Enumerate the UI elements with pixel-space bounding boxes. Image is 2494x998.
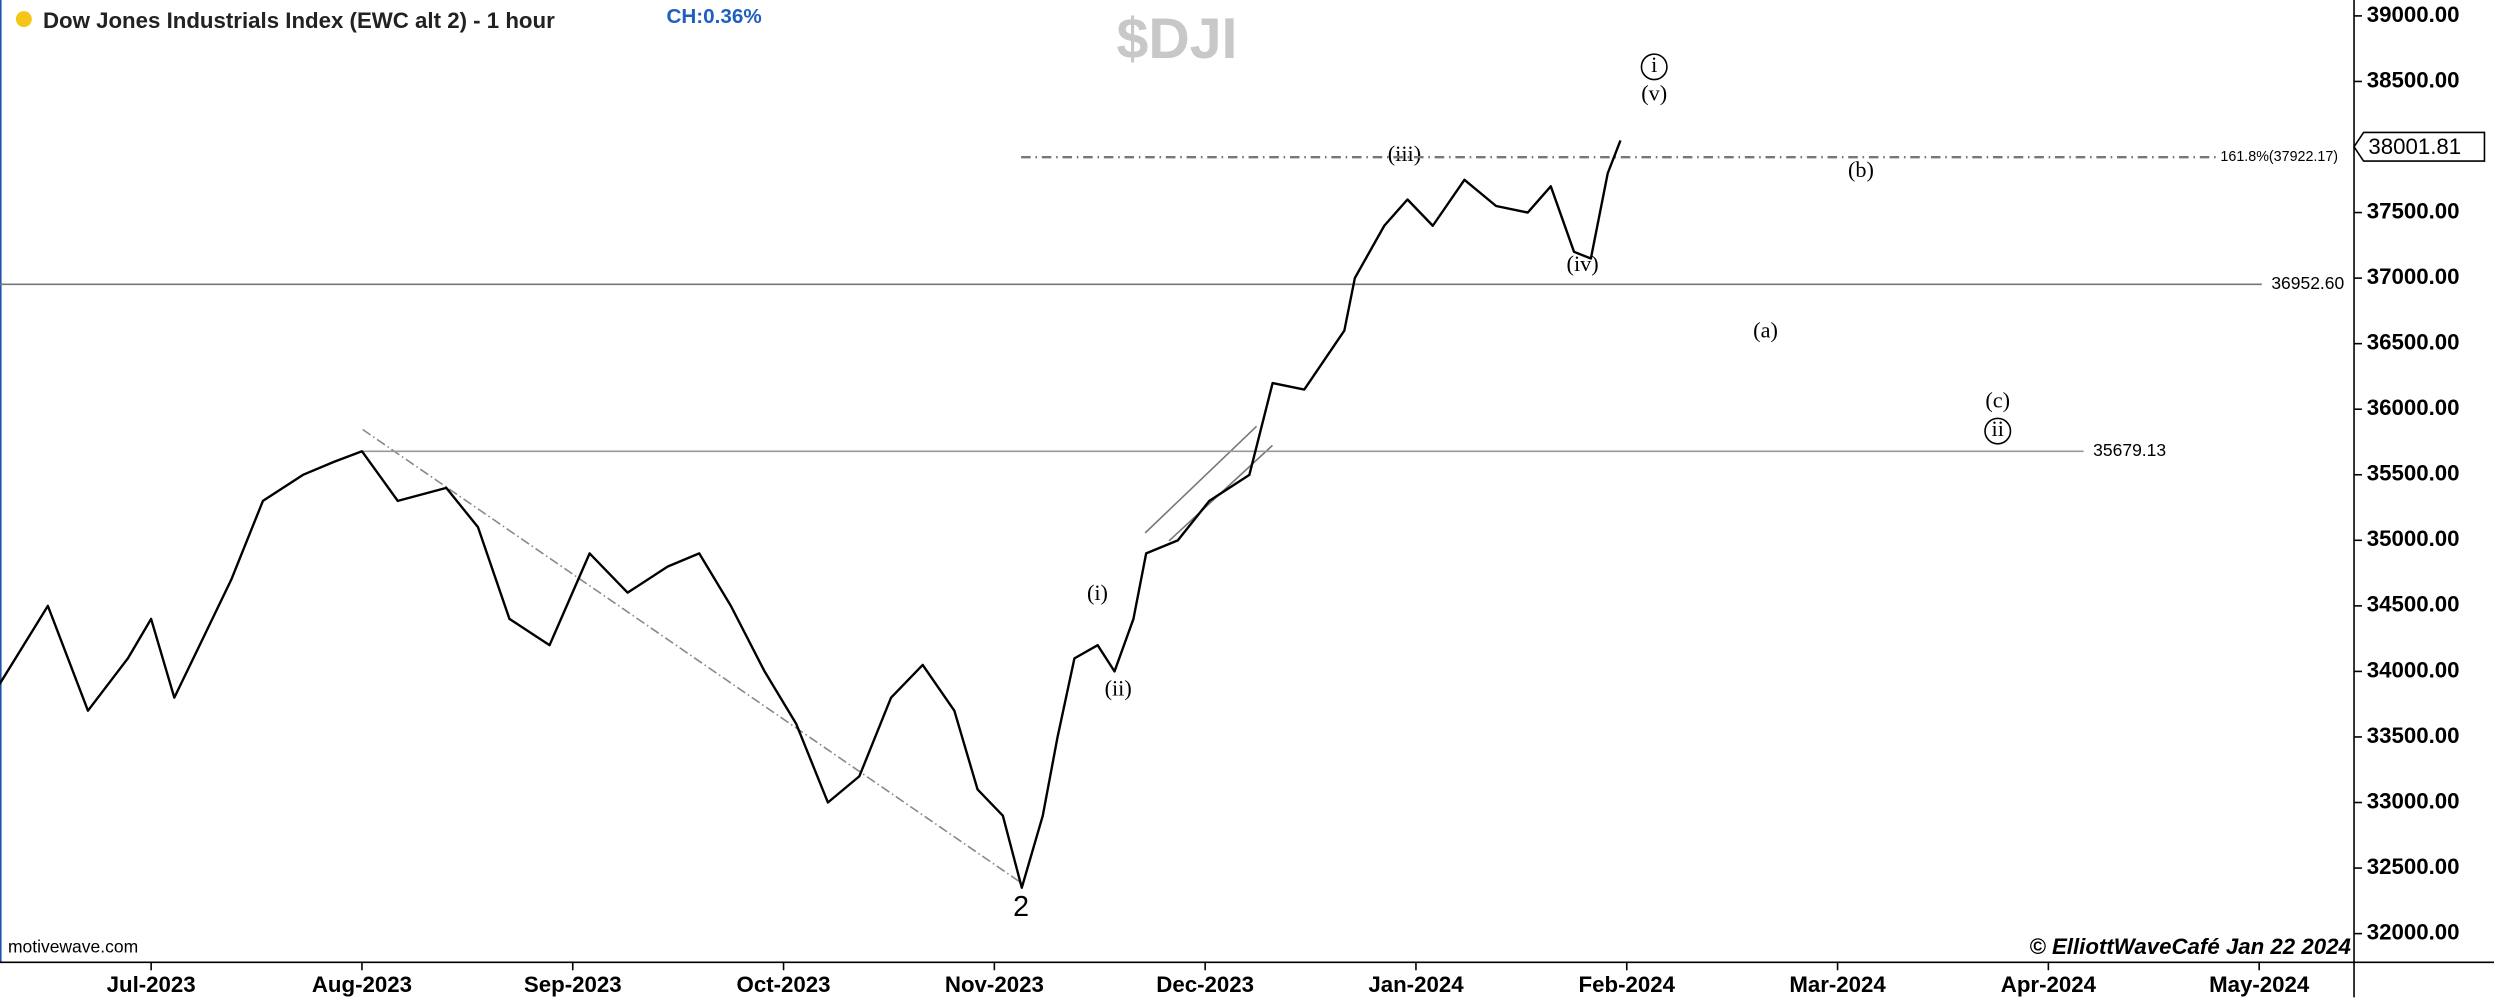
change: CH:0.36% [666,5,761,28]
x-tick-label: Jul-2023 [107,972,196,997]
wave-label: (i) [1087,580,1108,605]
wave-label: ii [1992,416,2004,441]
x-tick-label: Dec-2023 [1156,972,1254,997]
y-tick-label: 39000.00 [2367,2,2460,27]
price-tag-label: 38001.81 [2368,134,2461,159]
channel-line [1144,425,1258,534]
x-tick-label: Oct-2023 [737,972,831,997]
x-tick-label: May-2024 [2209,972,2310,997]
y-tick-label: 37000.00 [2367,264,2460,289]
reference-label: 36952.60 [2271,273,2344,293]
x-tick-label: Jan-2024 [1368,972,1464,997]
price-tag [2353,131,2486,162]
y-tick-label: 32000.00 [2367,919,2460,944]
y-tick-label: 35500.00 [2367,461,2460,486]
wave-label: (v) [1641,81,1667,106]
source: motivewave.com [8,937,138,957]
trend-line [362,428,1022,884]
price-line [0,140,1622,889]
wave-circle [1984,417,2012,445]
wave-circle [1640,53,1668,81]
wave-label: (b) [1848,157,1874,182]
chart-title: Dow Jones Industrials Index (EWC alt 2) … [43,8,555,33]
x-tick-label: Aug-2023 [312,972,412,997]
x-tick-label: Nov-2023 [945,972,1044,997]
y-tick-label: 33000.00 [2367,788,2460,813]
wave-label: i [1651,52,1657,77]
y-tick-label: 32500.00 [2367,854,2460,879]
y-tick-label: 36500.00 [2367,330,2460,355]
wave-label: (a) [1753,318,1778,343]
reference-label: 35679.13 [2093,440,2166,460]
reference-label: 161.8%(37922.17) [2220,149,2338,165]
credit: © ElliottWaveCafé Jan 22 2024 [2029,934,2350,959]
x-tick-label: Feb-2024 [1579,972,1676,997]
y-tick-label: 36000.00 [2367,395,2460,420]
y-tick-label: 35000.00 [2367,526,2460,551]
wave-label: (iii) [1388,141,1421,166]
x-tick-label: Sep-2023 [524,972,622,997]
y-tick-label: 33500.00 [2367,723,2460,748]
status-dot [15,11,32,28]
x-tick-label: Apr-2024 [2001,972,2097,997]
watermark: $DJI [1117,7,1238,71]
x-tick-label: Mar-2024 [1789,972,1886,997]
y-tick-label: 34500.00 [2367,592,2460,617]
y-tick-label: 38500.00 [2367,67,2460,92]
wave-label: (c) [1985,388,2010,413]
y-tick-label: 34000.00 [2367,657,2460,682]
wave-label: 2 [1013,891,1029,923]
wave-label: (ii) [1105,675,1132,700]
y-tick-label: 37500.00 [2367,198,2460,223]
